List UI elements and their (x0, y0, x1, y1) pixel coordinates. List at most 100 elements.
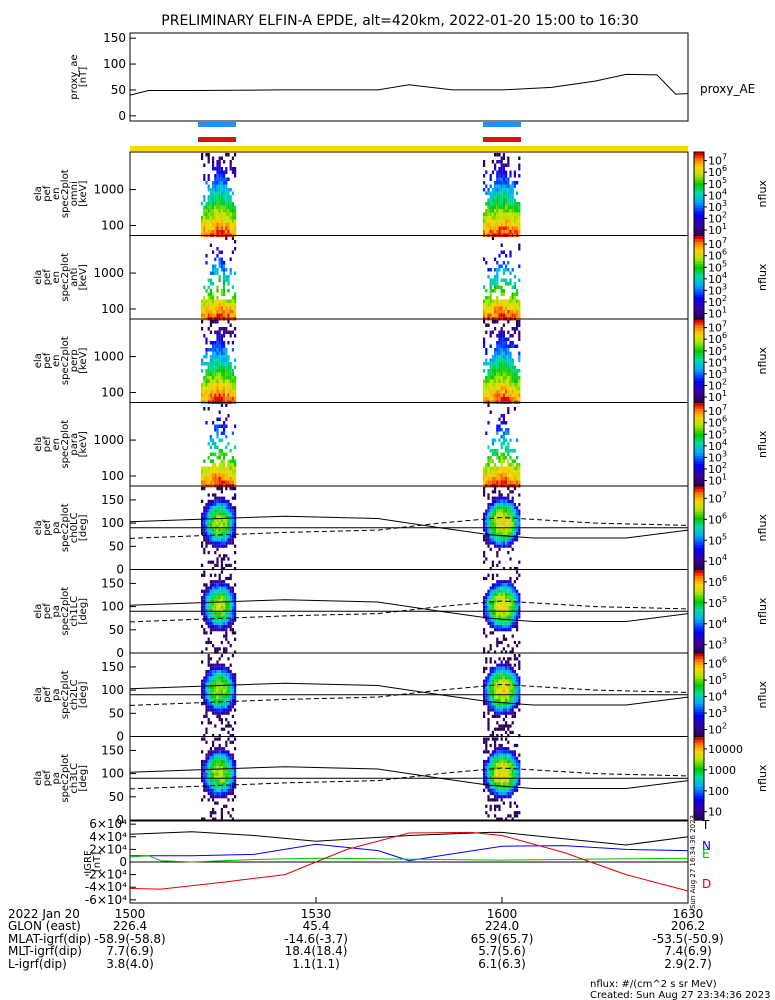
heatmap-cell (225, 740, 228, 744)
heatmap-cell (203, 466, 206, 470)
heatmap-cell (209, 766, 212, 770)
heatmap-cell (203, 785, 206, 789)
igrf-legend-N: N (702, 839, 711, 853)
colorbar-tick-label: 103 (708, 705, 727, 720)
heatmap-cell (516, 679, 519, 683)
heatmap-cell (516, 576, 519, 581)
heatmap-cell (511, 449, 514, 453)
heatmap-cell (494, 226, 497, 230)
heatmap-cell (500, 592, 503, 597)
heatmap-cell (509, 216, 512, 220)
heatmap-cell (225, 153, 228, 157)
heatmap-cell (498, 583, 501, 587)
heatmap-cell (491, 306, 494, 310)
heatmap-cell (223, 663, 226, 667)
heatmap-cell (212, 788, 215, 792)
heatmap-cell (209, 705, 212, 709)
heatmap-cell (214, 310, 217, 314)
heatmap-cell (214, 383, 217, 387)
heatmap-cell (485, 737, 488, 741)
heatmap-cell (207, 205, 210, 209)
heatmap-cell (212, 538, 215, 542)
heatmap-cell (209, 226, 212, 230)
heatmap-cell (216, 473, 219, 477)
heatmap-cell (518, 202, 521, 206)
heatmap-cell (234, 612, 237, 616)
colorbar-step (694, 778, 704, 782)
heatmap-cell (500, 341, 503, 345)
colorbar-step (694, 349, 704, 353)
xtick-value: -14.6(-3.7) (284, 932, 348, 946)
heatmap-cell (209, 191, 212, 195)
heatmap-cell (227, 386, 230, 390)
heatmap-cell (203, 313, 206, 317)
heatmap-cell (500, 212, 503, 216)
heatmap-cell (511, 473, 514, 477)
heatmap-cell (205, 596, 208, 600)
heatmap-cell (507, 596, 510, 600)
colorbar-step (694, 249, 704, 253)
heatmap-cell (518, 519, 521, 523)
heatmap-cell (487, 362, 490, 366)
heatmap-cell (500, 727, 503, 731)
heatmap-cell (507, 753, 510, 757)
heatmap-cell (234, 174, 237, 178)
heatmap-cell (220, 226, 223, 230)
heatmap-cell (491, 631, 494, 635)
heatmap-cell (505, 583, 508, 587)
heatmap-cell (227, 624, 230, 629)
heatmap-cell (511, 202, 514, 206)
heatmap-cell (502, 676, 505, 680)
heatmap-cell (502, 480, 505, 484)
heatmap-cell (214, 313, 217, 317)
heatmap-cell (487, 615, 490, 619)
heatmap-cell (234, 686, 237, 690)
heatmap-cell (220, 695, 223, 699)
heatmap-cell (502, 386, 505, 390)
heatmap-cell (516, 743, 519, 748)
heatmap-cell (513, 615, 516, 619)
colorbar-step (694, 680, 704, 685)
heatmap-cell (225, 618, 228, 622)
heatmap-cell (491, 330, 494, 334)
heatmap-cell (494, 219, 497, 223)
heatmap-cell (505, 223, 508, 227)
heatmap-cell (216, 791, 219, 796)
heatmap-cell (212, 750, 215, 754)
heatmap-cell (491, 788, 494, 792)
heatmap-cell (513, 327, 516, 331)
heatmap-cell (205, 772, 208, 776)
heatmap-cell (225, 756, 228, 760)
heatmap-cell (212, 817, 215, 821)
heatmap-cell (201, 153, 204, 157)
heatmap-cell (212, 686, 215, 690)
heatmap-cell (505, 278, 508, 282)
heatmap-cell (229, 698, 232, 702)
heatmap-cell (212, 785, 215, 789)
heatmap-cell (218, 212, 221, 216)
heatmap-cell (509, 397, 512, 401)
heatmap-cell (225, 188, 228, 192)
heatmap-cell (502, 355, 505, 359)
heatmap-cell (502, 663, 505, 667)
heatmap-cell (218, 310, 221, 314)
panel-ylabel-word: ela (33, 437, 44, 452)
heatmap-cell (496, 195, 499, 199)
heatmap-cell (516, 230, 519, 234)
heatmap-cell (509, 759, 512, 764)
heatmap-cell (516, 209, 519, 213)
heatmap-cell (223, 306, 226, 310)
heatmap-cell (496, 602, 499, 606)
heatmap-cell (212, 602, 215, 606)
heatmap-cell (225, 424, 228, 428)
heatmap-cell (212, 673, 215, 677)
heatmap-cell (494, 759, 497, 764)
heatmap-cell (516, 811, 519, 815)
heatmap-cell (516, 506, 519, 510)
heatmap-cell (491, 515, 494, 519)
heatmap-cell (227, 313, 230, 317)
heatmap-cell (216, 223, 219, 227)
heatmap-cell (212, 608, 215, 613)
colorbar-step (694, 383, 704, 387)
